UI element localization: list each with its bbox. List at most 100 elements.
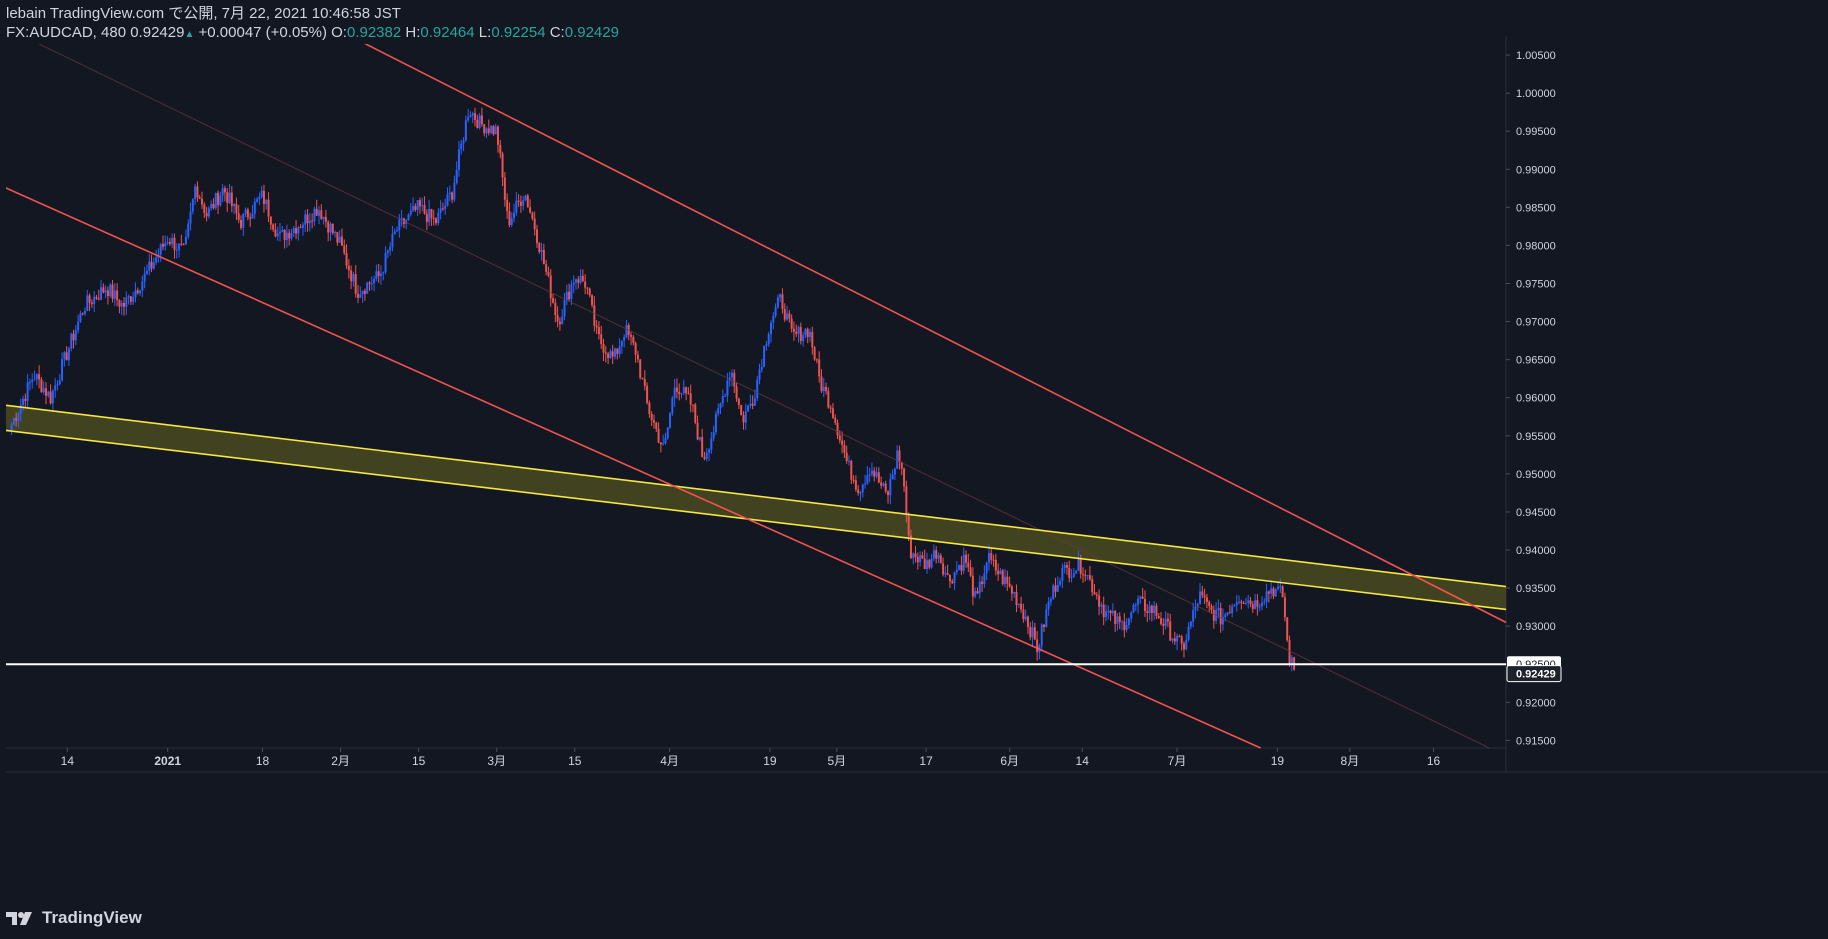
candle-body bbox=[859, 492, 862, 494]
candle-body bbox=[297, 227, 300, 234]
candle-body bbox=[1118, 616, 1121, 623]
candle-body bbox=[669, 413, 672, 428]
candle-body bbox=[607, 353, 610, 358]
candle-body bbox=[460, 143, 463, 150]
candle-body bbox=[444, 205, 447, 209]
candle-body bbox=[719, 403, 722, 409]
candle-body bbox=[244, 209, 247, 214]
candle-body bbox=[549, 275, 552, 299]
candle-body bbox=[831, 408, 834, 418]
candle-body bbox=[292, 228, 295, 234]
x-tick-label: 14 bbox=[1076, 754, 1090, 768]
candle-body bbox=[100, 287, 103, 300]
candle-body bbox=[412, 206, 415, 211]
candle-body bbox=[714, 413, 717, 433]
candle-body bbox=[783, 308, 786, 320]
candle-body bbox=[295, 228, 298, 234]
candle-body bbox=[313, 208, 316, 222]
candle-body bbox=[352, 274, 355, 282]
candle-body bbox=[893, 468, 896, 475]
candle-body bbox=[1187, 626, 1190, 640]
candle-body bbox=[318, 210, 321, 216]
candle-body bbox=[923, 558, 926, 570]
candle-body bbox=[17, 413, 20, 421]
candle-body bbox=[912, 553, 915, 559]
candle-body bbox=[285, 232, 288, 241]
candle-body bbox=[524, 195, 527, 201]
candle-body bbox=[347, 265, 350, 271]
candle-body bbox=[508, 211, 511, 226]
candle-body bbox=[838, 435, 841, 441]
candle-body bbox=[40, 379, 43, 393]
candle-body bbox=[441, 208, 444, 210]
candle-body bbox=[595, 325, 598, 328]
candle-body bbox=[930, 558, 933, 568]
candle-body bbox=[389, 247, 392, 251]
candle-body bbox=[51, 390, 54, 404]
candle-body bbox=[1049, 599, 1052, 602]
candle-body bbox=[870, 470, 873, 475]
candle-body bbox=[340, 236, 343, 246]
candle-body bbox=[258, 196, 261, 200]
candle-body bbox=[948, 574, 951, 582]
candle-body bbox=[737, 398, 740, 405]
candle-body bbox=[591, 295, 594, 306]
candle-body bbox=[877, 472, 880, 483]
candle-body bbox=[753, 398, 756, 406]
candle-body bbox=[281, 229, 284, 232]
candle-body bbox=[1270, 588, 1273, 594]
candle-body bbox=[531, 212, 534, 219]
candle-body bbox=[1017, 603, 1020, 605]
candle-body bbox=[1045, 609, 1048, 628]
candle-series bbox=[10, 107, 1296, 672]
candle-body bbox=[288, 232, 291, 239]
candle-body bbox=[825, 386, 828, 392]
support-band bbox=[6, 405, 1506, 610]
candle-body bbox=[359, 294, 362, 298]
open-label: O: bbox=[331, 24, 347, 41]
candle-body bbox=[584, 281, 587, 288]
candle-body bbox=[416, 200, 419, 210]
candle-body bbox=[331, 223, 334, 233]
candle-body bbox=[747, 405, 750, 412]
candle-body bbox=[792, 328, 795, 332]
candle-body bbox=[455, 169, 458, 183]
candle-body bbox=[249, 217, 252, 219]
candle-body bbox=[418, 200, 421, 207]
candle-body bbox=[451, 192, 454, 200]
candle-body bbox=[1288, 640, 1291, 665]
candle-body bbox=[1286, 617, 1289, 641]
candle-body bbox=[490, 125, 493, 133]
candle-body bbox=[198, 197, 201, 199]
x-tick-label: 3月 bbox=[487, 754, 506, 768]
candle-body bbox=[274, 229, 277, 237]
y-tick-label: 0.97500 bbox=[1516, 278, 1556, 290]
candle-body bbox=[97, 298, 100, 300]
candle-body bbox=[1150, 605, 1153, 614]
candle-body bbox=[779, 294, 782, 298]
candle-body bbox=[1265, 591, 1268, 602]
y-tick-label: 1.00500 bbox=[1516, 50, 1556, 62]
candle-body bbox=[373, 278, 376, 284]
candle-body bbox=[1020, 603, 1023, 610]
candle-body bbox=[1137, 598, 1140, 605]
candle-body bbox=[480, 115, 483, 125]
candle-body bbox=[79, 313, 82, 322]
candle-body bbox=[77, 321, 80, 331]
candle-body bbox=[435, 218, 438, 224]
candle-body bbox=[554, 302, 557, 316]
candle-body bbox=[597, 327, 600, 335]
close-label: C: bbox=[549, 24, 565, 41]
candle-body bbox=[1148, 605, 1151, 613]
candle-body bbox=[1201, 591, 1204, 596]
candle-body bbox=[685, 387, 688, 394]
candle-body bbox=[776, 297, 779, 308]
candle-body bbox=[919, 555, 922, 563]
tradingview-branding[interactable]: TradingView bbox=[6, 908, 142, 928]
candle-body bbox=[1164, 618, 1167, 626]
candle-body bbox=[976, 591, 979, 594]
price-axis: 1.00500 1.00000 0.99500 0.99000 0.98500 0.980… bbox=[1506, 50, 1556, 747]
y-tick-label: 0.95500 bbox=[1516, 431, 1556, 443]
candle-body bbox=[1251, 603, 1254, 609]
